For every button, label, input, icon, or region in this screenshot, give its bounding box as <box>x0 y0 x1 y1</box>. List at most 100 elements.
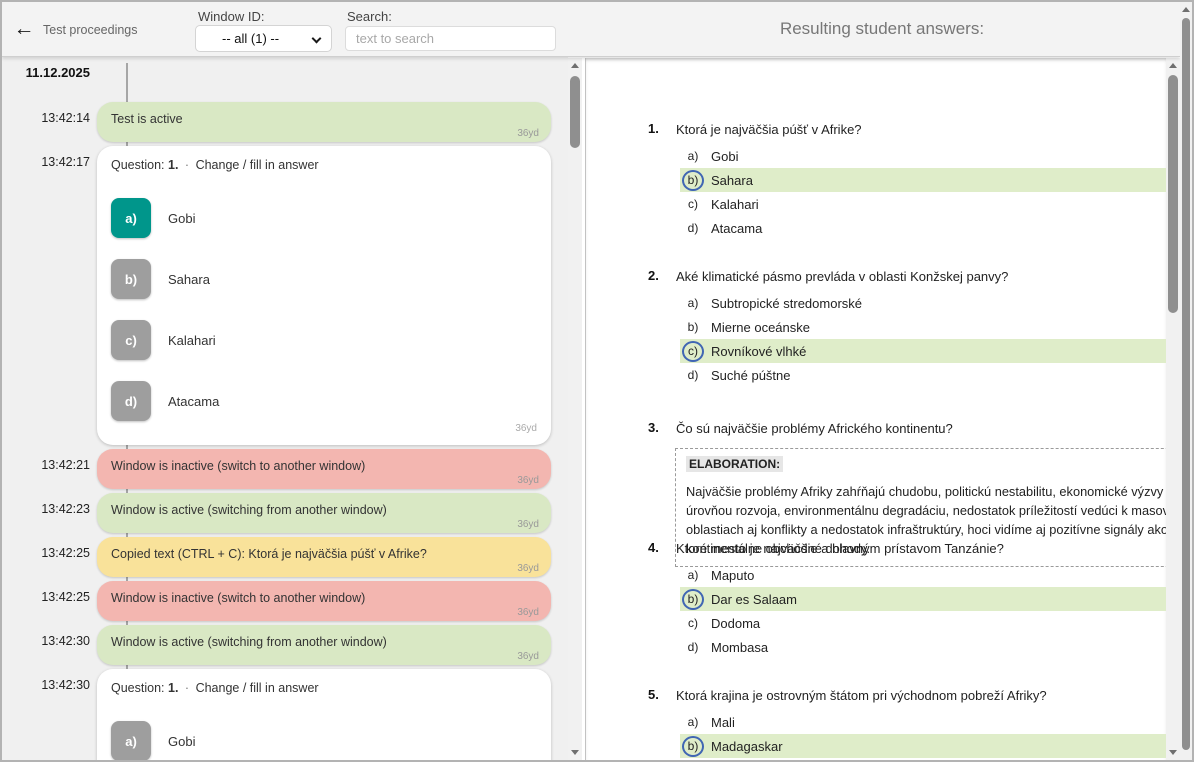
timeline-panel: 11.12.2025 13:42:14 Test is active 36yd … <box>2 57 568 760</box>
answer-option-row: a) Maputo <box>680 563 1166 587</box>
option-text: Kalahari <box>168 332 216 348</box>
event-bubble: Test is active 36yd <box>97 102 551 142</box>
window-id-select[interactable]: -- all (1) -- <box>195 25 332 52</box>
top-bar: ← Test proceedings Window ID: -- all (1)… <box>2 2 1180 57</box>
question-number: 5. <box>648 687 659 702</box>
answer-option-row: b) Mierne oceánske <box>680 315 1166 339</box>
answer-question-block: 1. Ktorá je najväčšia púšť v Afrike? a) … <box>586 121 1166 240</box>
answers-scrollbar[interactable] <box>1166 58 1180 760</box>
event-tag-badge: 36yd <box>517 563 539 574</box>
option-letter-badge: a) <box>111 198 151 238</box>
timeline-event-row: 13:42:17 Question: 1. · Change / fill in… <box>2 146 568 445</box>
question-action: Change / fill in answer <box>195 158 319 172</box>
option-text: Atacama <box>168 393 220 409</box>
option-text: Mombasa <box>711 639 769 655</box>
event-tag-badge: 36yd <box>515 423 537 434</box>
option-letter-badge: d) <box>111 381 151 421</box>
option-letter: c) <box>688 197 698 211</box>
window-scrollbar-thumb[interactable] <box>1182 18 1190 750</box>
option-text: Suché púštne <box>711 367 791 383</box>
event-bubble: Copied text (CTRL + C): Ktorá je najväčš… <box>97 537 551 577</box>
search-input[interactable] <box>345 26 556 51</box>
scroll-up-icon[interactable] <box>571 63 579 68</box>
timeline-scrollbar[interactable] <box>568 58 582 760</box>
question-number: 4. <box>648 540 659 555</box>
event-tag-badge: 36yd <box>517 475 539 486</box>
event-timestamp: 13:42:25 <box>41 590 90 604</box>
option-text: Sahara <box>168 271 210 287</box>
option-text: Subtropické stredomorské <box>711 295 863 311</box>
back-button[interactable]: ← <box>10 15 38 43</box>
search-label: Search: <box>347 9 392 24</box>
option-text: Dodoma <box>711 615 761 631</box>
question-number: 1. <box>168 158 179 172</box>
option-text: Dar es Salaam <box>711 591 797 607</box>
option-letter: d) <box>687 368 699 382</box>
answer-option-row: c) Dodoma <box>680 611 1166 635</box>
question-line: 2. Aké klimatické pásmo prevláda v oblas… <box>586 268 1166 285</box>
question-number: 1. <box>168 681 179 695</box>
answer-option-row: a) Mali <box>680 710 1166 734</box>
question-number: 2. <box>648 268 659 283</box>
event-timestamp: 13:42:30 <box>41 678 90 692</box>
option-text: Gobi <box>168 210 196 226</box>
answer-question-block: 5. Ktorá krajina je ostrovným štátom pri… <box>586 687 1166 760</box>
card-options: a) Gobi <box>111 721 537 760</box>
elaboration-line: oblastiach aj konflikty a nedostatok inf… <box>686 522 1166 537</box>
timeline-scrollbar-thumb[interactable] <box>570 76 580 148</box>
question-options: a) Subtropické stredomorské b) Mierne oc… <box>680 291 1166 387</box>
event-timestamp: 13:42:17 <box>41 155 90 169</box>
scroll-up-icon[interactable] <box>1169 63 1177 68</box>
scroll-up-icon[interactable] <box>1182 7 1190 12</box>
question-line: 1. Ktorá je najväčšia púšť v Afrike? <box>586 121 1166 138</box>
option-letter: a) <box>687 715 699 729</box>
timeline-event-row: 13:42:14 Test is active 36yd <box>2 102 568 142</box>
event-tag-badge: 36yd <box>517 607 539 618</box>
elaboration-line: Najväčšie problémy Afriky zahŕňajú chudo… <box>686 484 1166 499</box>
option-text: Mierne oceánske <box>711 319 810 335</box>
option-letter: b) <box>687 320 699 334</box>
answer-option-row: c) Rovníkové vlhké <box>680 339 1166 363</box>
question-line: 4. Ktoré mesto je najväčšie a hlavným pr… <box>586 540 1166 557</box>
timeline-event-row: 13:42:25 Window is inactive (switch to a… <box>2 581 568 621</box>
elaboration-line: kontinentálne obchodné dohody. <box>686 541 871 556</box>
scroll-down-icon[interactable] <box>1169 750 1177 755</box>
answer-option-row: b) Sahara <box>680 168 1166 192</box>
question-text: Čo sú najväčšie problémy Afrického konti… <box>676 421 953 436</box>
question-text: Ktorá krajina je ostrovným štátom pri vý… <box>676 688 1047 703</box>
option-text: Sahara <box>711 172 753 188</box>
timeline-event-row: 13:42:30 Window is active (switching fro… <box>2 625 568 665</box>
page-title: Test proceedings <box>43 23 138 37</box>
question-card-header: Question: 1. · Change / fill in answer <box>111 679 537 697</box>
timeline-event-row: 13:42:21 Window is inactive (switch to a… <box>2 449 568 489</box>
card-option-row: c) Kalahari <box>111 320 537 360</box>
answer-option-row: c) Mozambik <box>680 758 1166 760</box>
window-scrollbar[interactable] <box>1180 2 1192 760</box>
option-text: Atacama <box>711 220 763 236</box>
option-letter: a) <box>687 296 699 310</box>
question-event-card: Question: 1. · Change / fill in answer a… <box>97 669 551 760</box>
option-text: Maputo <box>711 567 755 583</box>
answer-option-row: d) Atacama <box>680 216 1166 240</box>
question-options: a) Mali b) Madagaskar c) Mozambik <box>680 710 1166 760</box>
event-tag-badge: 36yd <box>517 651 539 662</box>
answer-option-row: b) Madagaskar <box>680 734 1166 758</box>
answer-question-block: 4. Ktoré mesto je najväčšie a hlavným pr… <box>586 540 1166 659</box>
scroll-down-icon[interactable] <box>571 750 579 755</box>
elaboration-line: úrovňou rozvoja, environmentálnu degradá… <box>686 503 1166 518</box>
question-card-header: Question: 1. · Change / fill in answer <box>111 156 537 174</box>
answer-question-block: 3. Čo sú najväčšie problémy Afrického ko… <box>586 420 1166 567</box>
event-bubble: Window is inactive (switch to another wi… <box>97 449 551 489</box>
option-text: Rovníkové vlhké <box>711 343 807 359</box>
timeline-event-row: 13:42:30 Question: 1. · Change / fill in… <box>2 669 568 760</box>
answers-scrollbar-thumb[interactable] <box>1168 75 1178 313</box>
answer-option-row: d) Mombasa <box>680 635 1166 659</box>
event-timestamp: 13:42:21 <box>41 458 90 472</box>
question-options: a) Gobi b) Sahara c) Kalahari d) Atacama <box>680 144 1166 240</box>
answer-question-block: 2. Aké klimatické pásmo prevláda v oblas… <box>586 268 1166 387</box>
answers-panel: 1. Ktorá je najväčšia púšť v Afrike? a) … <box>585 58 1166 760</box>
question-text: Ktoré mesto je najväčšie a hlavným príst… <box>676 541 1004 556</box>
card-options: a) Gobi b) Sahara c) Kalahari d) Atacama <box>111 198 537 421</box>
window-id-label: Window ID: <box>198 9 265 24</box>
